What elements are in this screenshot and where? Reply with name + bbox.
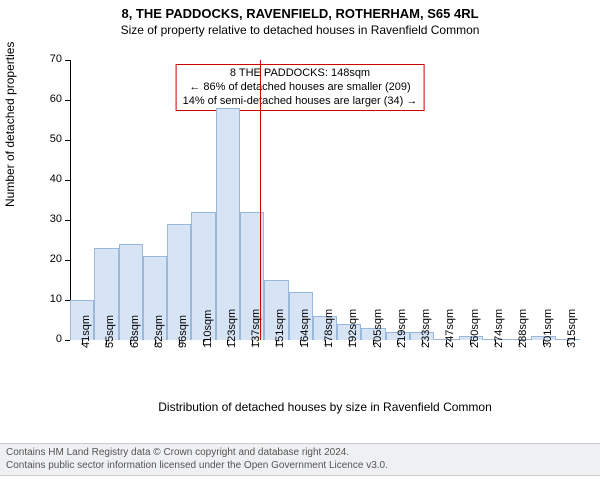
- chart-plot-area: 01020304050607041sqm55sqm68sqm82sqm96sqm…: [70, 60, 580, 340]
- y-tick-label: 70: [32, 53, 62, 65]
- y-axis-title: Number of detached properties: [3, 191, 17, 207]
- y-tick: [65, 60, 70, 61]
- x-axis-title: Distribution of detached houses by size …: [70, 400, 580, 414]
- y-tick: [65, 220, 70, 221]
- reference-line: [260, 60, 261, 340]
- y-tick-label: 50: [32, 133, 62, 145]
- histogram-bar: [216, 108, 240, 340]
- chart-subtitle: Size of property relative to detached ho…: [0, 21, 600, 37]
- y-tick-label: 10: [32, 293, 62, 305]
- chart-title: 8, THE PADDOCKS, RAVENFIELD, ROTHERHAM, …: [0, 0, 600, 21]
- y-tick-label: 20: [32, 253, 62, 265]
- y-tick: [65, 140, 70, 141]
- y-tick-label: 30: [32, 213, 62, 225]
- footer: Contains HM Land Registry data © Crown c…: [0, 443, 600, 476]
- y-tick: [65, 180, 70, 181]
- y-tick: [65, 100, 70, 101]
- footer-line-2: Contains public sector information licen…: [6, 460, 594, 473]
- y-tick-label: 0: [32, 333, 62, 345]
- y-axis: [70, 60, 71, 340]
- footer-line-1: Contains HM Land Registry data © Crown c…: [6, 447, 594, 460]
- y-tick-label: 60: [32, 93, 62, 105]
- y-tick-label: 40: [32, 173, 62, 185]
- y-tick: [65, 260, 70, 261]
